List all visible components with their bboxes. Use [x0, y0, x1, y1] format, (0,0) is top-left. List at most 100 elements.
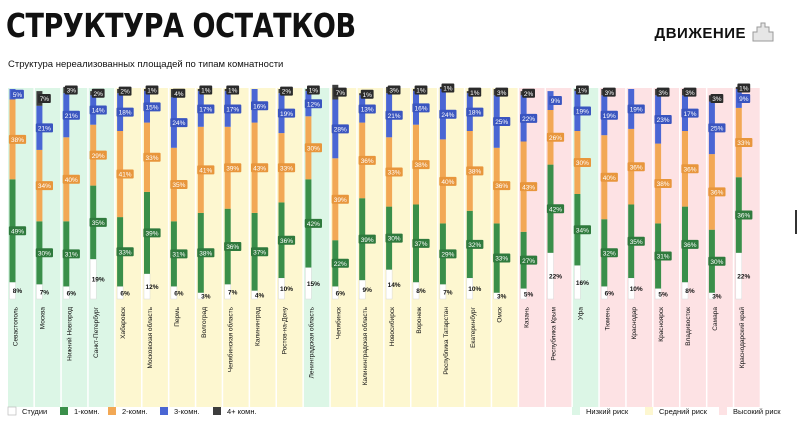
bar-segment	[251, 290, 258, 300]
category-label: Краснодарский край	[738, 307, 746, 369]
data-label-bg	[172, 88, 186, 98]
brand-logo: ДВИЖЕНИЕ	[655, 18, 774, 42]
data-label: 1%	[309, 88, 319, 95]
data-label-bg	[277, 235, 296, 245]
legend-swatch-one_room	[60, 407, 68, 415]
data-label-bg	[654, 114, 672, 124]
data-label-bg	[602, 87, 616, 97]
data-label: 41%	[199, 167, 212, 174]
legend-swatch-two_room	[108, 407, 116, 415]
data-label: 17%	[199, 107, 212, 114]
data-label-bg	[439, 176, 457, 186]
data-label-bg	[197, 248, 215, 258]
data-label-bg	[412, 238, 430, 248]
data-label: 15%	[307, 281, 320, 288]
data-label: 49%	[11, 228, 24, 235]
legend-swatch-risk-low	[572, 407, 580, 415]
data-label: 1%	[362, 92, 372, 99]
legend-label-risk-high: Высокий риск	[733, 407, 781, 416]
category-label: Ленинградская область	[307, 306, 315, 378]
data-label: 10%	[630, 286, 643, 293]
scroll-indicator[interactable]	[795, 210, 797, 234]
data-label-bg	[708, 187, 726, 197]
data-label: 35%	[172, 182, 185, 189]
data-label-bg	[735, 210, 753, 220]
data-label: 7%	[228, 289, 238, 296]
data-label: 8%	[685, 288, 695, 295]
data-label-bg	[358, 234, 376, 244]
data-label: 4%	[174, 91, 184, 98]
data-label: 33%	[145, 155, 158, 162]
data-label: 38%	[414, 162, 427, 169]
data-label-bg	[118, 86, 132, 96]
data-label: 35%	[630, 239, 643, 246]
data-label: 40%	[603, 175, 616, 182]
data-label: 34%	[38, 183, 51, 190]
page-title: СТРУКТУРА ОСТАТКОВ	[6, 6, 356, 45]
data-label: 40%	[441, 179, 454, 186]
data-label: 26%	[549, 135, 562, 142]
data-label: 1%	[443, 86, 453, 93]
category-label: Калининград	[255, 307, 262, 346]
data-label: 36%	[630, 164, 643, 171]
data-label-bg	[277, 163, 296, 173]
data-label: 37%	[414, 241, 427, 248]
data-label: 1%	[147, 88, 157, 95]
data-label-bg	[495, 87, 509, 97]
data-label-bg	[654, 251, 672, 261]
data-label: 40%	[65, 177, 78, 184]
data-label-bg	[170, 249, 188, 259]
data-label: 17%	[226, 107, 239, 114]
data-label-bg	[414, 85, 428, 95]
data-label-bg	[116, 169, 134, 179]
data-label-bg	[251, 247, 269, 257]
data-label-bg	[251, 163, 269, 173]
data-label: 2%	[93, 91, 103, 98]
data-label: 12%	[307, 101, 320, 108]
data-label-bg	[8, 226, 27, 236]
category-label: Омск	[497, 307, 504, 323]
data-label: 21%	[65, 113, 78, 120]
category-label: Челябинск	[334, 307, 342, 339]
data-label: 31%	[172, 251, 185, 258]
data-label: 6%	[605, 290, 615, 297]
data-label-bg	[546, 132, 565, 142]
data-label: 3%	[67, 88, 77, 95]
data-label: 1%	[201, 88, 211, 95]
data-label: 30%	[307, 145, 320, 152]
data-label-bg	[468, 87, 482, 97]
data-label-bg	[627, 162, 645, 172]
data-label-bg	[412, 160, 430, 170]
data-label-bg	[627, 236, 645, 246]
data-label-bg	[439, 249, 457, 259]
data-label: 30%	[388, 236, 401, 243]
category-label: Севастополь	[13, 306, 20, 346]
data-label: 3%	[605, 90, 615, 97]
data-label: 3%	[712, 96, 722, 103]
data-label: 3%	[658, 90, 668, 97]
data-label-bg	[358, 104, 376, 114]
data-label-bg	[199, 85, 213, 95]
data-label-bg	[385, 110, 403, 120]
data-label: 19%	[92, 277, 105, 284]
data-label: 39%	[145, 230, 158, 237]
data-label: 2%	[282, 89, 292, 96]
data-label: 19%	[630, 107, 643, 114]
data-label: 8%	[416, 288, 426, 295]
data-label-bg	[708, 256, 726, 266]
brand-logo-text: ДВИЖЕНИЕ	[654, 25, 746, 42]
data-label: 9%	[362, 287, 372, 294]
category-label: Санкт-Петербург	[92, 306, 100, 358]
data-label-bg	[493, 253, 511, 263]
data-label: 24%	[441, 112, 454, 119]
data-label-bg	[737, 93, 751, 103]
data-label-bg	[681, 108, 699, 118]
data-label: 41%	[119, 172, 132, 179]
data-label: 33%	[119, 249, 132, 256]
category-label: Екатеринбург	[469, 306, 477, 348]
data-label: 25%	[710, 125, 723, 132]
legend-swatch-three_room	[160, 407, 168, 415]
data-label: 30%	[38, 250, 51, 257]
legend-label-one_room: 1-комн.	[74, 407, 100, 416]
data-label-bg	[224, 104, 242, 114]
